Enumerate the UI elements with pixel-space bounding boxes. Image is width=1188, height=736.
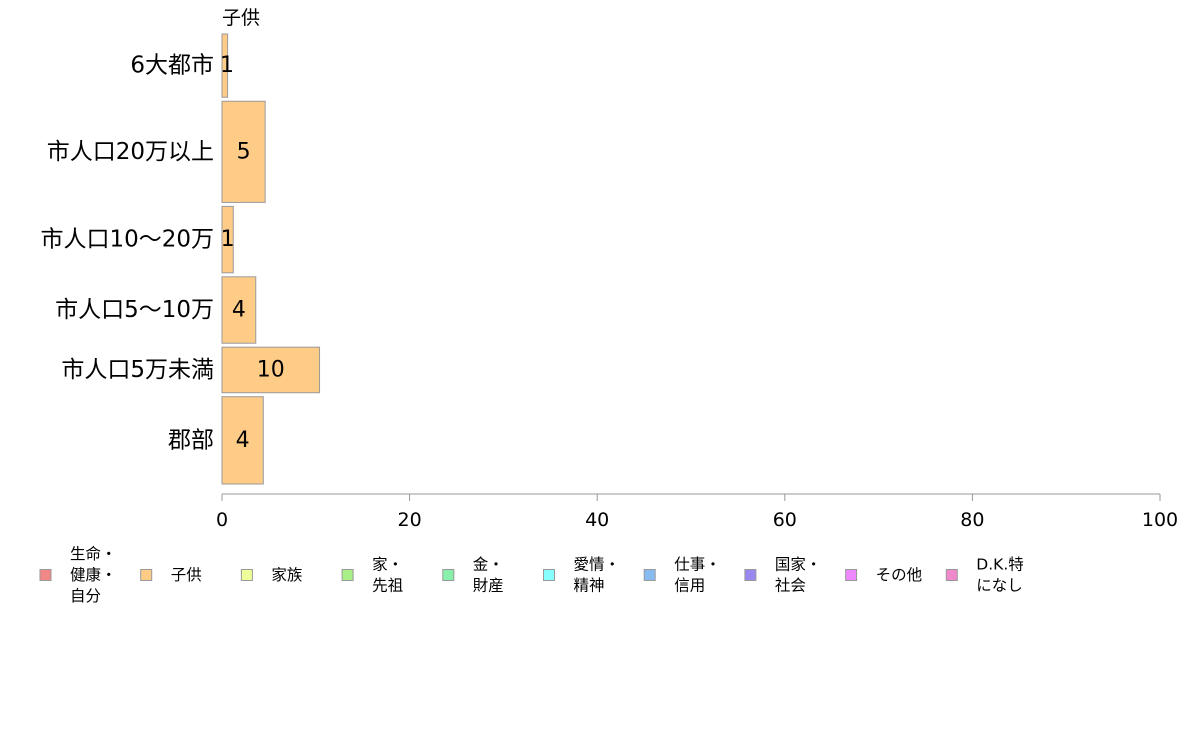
legend-label: 精神 [574, 577, 605, 595]
legend-label: 国家・ [775, 556, 822, 574]
legend-label: D.K.特 [976, 556, 1023, 574]
category-label: 市人口5万未満 [61, 357, 214, 383]
legend-label: になし [976, 577, 1023, 595]
legend-swatch [845, 569, 858, 581]
value-label: 5 [237, 139, 251, 164]
category-label: 市人口10〜20万 [40, 227, 214, 253]
legend-label: 先祖 [372, 577, 403, 595]
x-tick-label: 80 [960, 509, 984, 531]
legend-swatch [543, 569, 555, 581]
legend-swatch [341, 569, 354, 581]
legend-swatch [442, 569, 455, 581]
legend-label: 子供 [171, 566, 202, 584]
legend-label: 家族 [271, 566, 302, 584]
legend-item: 金・財産 [442, 556, 504, 595]
legend-label: 自分 [70, 587, 101, 605]
legend-swatch [744, 569, 757, 581]
x-tick-label: 0 [216, 509, 228, 531]
legend-item: その他 [845, 566, 923, 584]
category-label: 6大都市 [130, 53, 214, 79]
x-tick-label: 20 [398, 509, 422, 531]
bar-5 [221, 346, 321, 394]
x-tick-label: 60 [773, 509, 797, 531]
series-title: 子供 [222, 7, 260, 29]
legend-swatch [240, 569, 253, 581]
legend-item: 生命・健康・自分 [39, 545, 117, 605]
legend-item: 愛情・精神 [543, 556, 621, 595]
legend-item: 仕事・信用 [643, 556, 721, 595]
legend-swatch [39, 569, 52, 581]
legend-label: 仕事・ [674, 556, 721, 574]
bar-6 [221, 396, 264, 485]
value-label: 4 [232, 298, 246, 323]
legend-label: その他 [876, 566, 923, 584]
value-label: 10 [257, 357, 285, 382]
category-label: 市人口5〜10万 [55, 297, 214, 323]
legend-item: 子供 [140, 566, 202, 584]
value-label: 1 [221, 227, 235, 252]
legend-item: 国家・社会 [744, 556, 822, 595]
x-tick-label: 100 [1142, 509, 1178, 531]
legend-swatch [643, 569, 656, 581]
x-tick-label: 40 [585, 509, 609, 531]
x-axis: 0 20 40 60 80 100 [216, 493, 1178, 531]
legend-label: 金・ [473, 556, 504, 574]
legend-label: 愛情・ [574, 556, 621, 574]
legend-label: 健康・ [70, 566, 117, 584]
category-label: 市人口20万以上 [47, 139, 214, 165]
value-label: 1 [220, 53, 234, 78]
legend-label: 生命・ [70, 545, 117, 563]
bar-2 [221, 100, 266, 203]
legend-label: 財産 [473, 577, 504, 595]
value-label: 4 [236, 428, 250, 453]
legend-label: 社会 [775, 577, 806, 595]
legend-label: 信用 [674, 577, 705, 595]
legend-item: 家・先祖 [341, 556, 403, 595]
bar-4 [221, 276, 257, 344]
bar-3 [221, 205, 234, 274]
bar-1 [221, 33, 229, 98]
category-label: 郡部 [168, 427, 214, 453]
legend-item: 家族 [240, 566, 302, 584]
legend-label: 家・ [372, 556, 403, 574]
legend-swatch [945, 569, 958, 581]
legend-swatch [140, 569, 153, 581]
